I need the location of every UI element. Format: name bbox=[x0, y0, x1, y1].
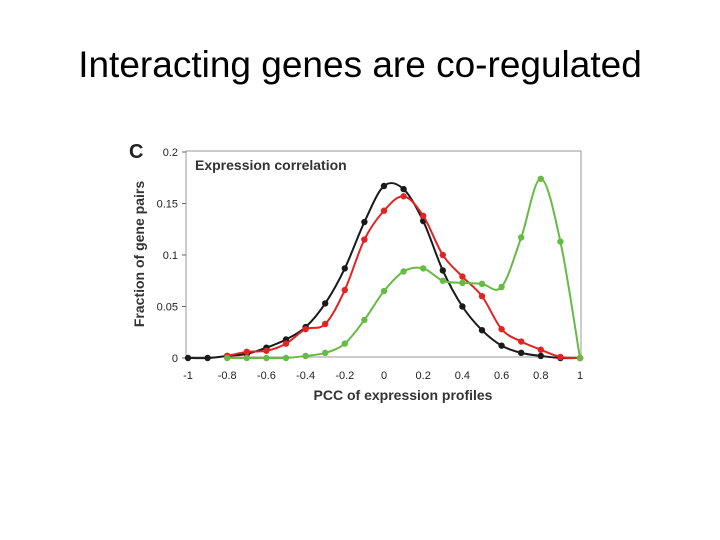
x-tick-label: 0.6 bbox=[494, 370, 509, 382]
series-1 bbox=[224, 193, 584, 362]
y-axis-title: Fraction of gene pairs bbox=[131, 181, 147, 327]
data-point bbox=[380, 207, 388, 214]
data-point bbox=[361, 218, 368, 226]
data-point bbox=[518, 338, 525, 345]
data-point bbox=[341, 286, 348, 294]
slide-title: Interacting genes are co-regulated bbox=[78, 44, 642, 85]
x-tick-label: 0.2 bbox=[416, 370, 431, 382]
data-point bbox=[557, 238, 564, 245]
y-tick-label: 0.2 bbox=[163, 147, 178, 159]
data-point bbox=[439, 277, 446, 284]
data-point bbox=[498, 283, 505, 291]
x-tick-label: -0.4 bbox=[296, 370, 315, 382]
x-tick-label: 0 bbox=[381, 370, 387, 382]
data-point bbox=[498, 342, 505, 349]
data-point bbox=[420, 212, 427, 220]
data-point bbox=[322, 320, 329, 328]
data-point bbox=[224, 354, 231, 362]
data-point bbox=[576, 354, 584, 362]
data-point bbox=[439, 267, 446, 274]
x-axis-ticks: -1 -0.8 -0.6 -0.4 -0.2 0 0.2 0.4 0.6 0.8 1 bbox=[183, 370, 583, 382]
data-point bbox=[302, 352, 309, 360]
data-point bbox=[400, 193, 407, 200]
data-point bbox=[537, 352, 544, 360]
x-tick-label: -0.6 bbox=[257, 370, 276, 382]
data-point bbox=[184, 354, 192, 362]
data-point bbox=[478, 280, 486, 288]
data-point bbox=[400, 185, 407, 193]
data-point bbox=[341, 265, 348, 272]
y-tick-label: 0.15 bbox=[157, 199, 178, 211]
data-point bbox=[243, 354, 250, 362]
data-point bbox=[380, 287, 388, 295]
data-point bbox=[282, 340, 290, 347]
data-point bbox=[322, 349, 329, 357]
data-point bbox=[302, 325, 309, 333]
y-tick-label: 0.05 bbox=[157, 302, 178, 314]
data-point bbox=[557, 353, 564, 361]
series-2 bbox=[224, 175, 584, 362]
data-point bbox=[380, 182, 388, 190]
data-point bbox=[459, 273, 466, 280]
data-point bbox=[518, 234, 525, 241]
y-axis-ticks: 0 0.05 0.1 0.15 0.2 bbox=[157, 147, 186, 365]
y-tick-label: 0.1 bbox=[163, 250, 178, 262]
y-tick-label: 0 bbox=[172, 353, 178, 365]
data-point bbox=[439, 251, 446, 259]
data-point bbox=[498, 325, 505, 333]
x-tick-label: -0.2 bbox=[335, 370, 354, 382]
data-point bbox=[478, 293, 486, 300]
data-point bbox=[204, 354, 211, 362]
series-layer bbox=[184, 175, 584, 362]
data-point bbox=[459, 303, 466, 310]
data-point bbox=[459, 279, 466, 287]
panel-label: C bbox=[129, 141, 143, 163]
data-point bbox=[322, 300, 329, 307]
data-point bbox=[537, 175, 544, 182]
plot-frame bbox=[185, 150, 582, 358]
data-point bbox=[263, 354, 270, 362]
data-point bbox=[361, 236, 368, 243]
data-point bbox=[243, 348, 250, 356]
data-point bbox=[478, 326, 486, 334]
x-tick-label: 1 bbox=[577, 370, 583, 382]
data-point bbox=[400, 268, 407, 275]
data-point bbox=[420, 265, 427, 272]
x-tick-label: -0.8 bbox=[218, 370, 237, 382]
x-tick-label: -1 bbox=[183, 370, 193, 382]
x-tick-label: 0.4 bbox=[455, 370, 470, 382]
data-point bbox=[537, 346, 544, 353]
chart-title: Expression correlation bbox=[195, 157, 347, 173]
data-point bbox=[518, 349, 525, 357]
data-point bbox=[341, 340, 348, 347]
data-point bbox=[282, 354, 290, 362]
data-point bbox=[361, 316, 368, 324]
x-axis-title: PCC of expression profiles bbox=[314, 387, 493, 403]
x-tick-label: 0.8 bbox=[533, 370, 548, 382]
data-point bbox=[263, 347, 270, 354]
